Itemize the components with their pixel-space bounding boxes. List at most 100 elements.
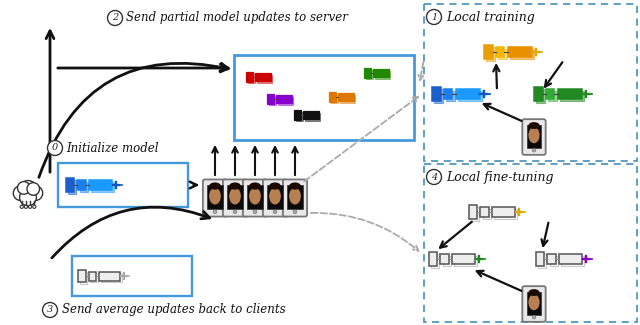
Ellipse shape — [209, 182, 221, 189]
Bar — [559, 254, 582, 264]
Bar — [452, 254, 475, 264]
Ellipse shape — [19, 181, 38, 200]
Bar — [454, 256, 477, 266]
Ellipse shape — [289, 188, 301, 204]
FancyArrowPatch shape — [252, 147, 258, 175]
Text: 1: 1 — [431, 12, 437, 21]
Bar — [365, 70, 372, 79]
Bar — [494, 209, 517, 219]
FancyArrowPatch shape — [232, 147, 238, 175]
Ellipse shape — [20, 189, 36, 206]
Text: 0: 0 — [52, 144, 58, 152]
Bar — [534, 87, 543, 101]
Bar — [508, 47, 532, 57]
Text: Send average updates back to clients: Send average updates back to clients — [62, 304, 285, 317]
Bar — [424, 164, 637, 322]
Circle shape — [33, 205, 36, 208]
Ellipse shape — [529, 122, 540, 129]
Bar — [471, 207, 479, 221]
Ellipse shape — [249, 188, 261, 204]
Ellipse shape — [229, 182, 241, 189]
Bar — [446, 91, 454, 101]
Ellipse shape — [289, 182, 301, 189]
Bar — [90, 273, 98, 282]
FancyBboxPatch shape — [283, 179, 307, 216]
Ellipse shape — [209, 188, 221, 204]
Bar — [510, 49, 534, 59]
Bar — [101, 273, 122, 282]
Bar — [424, 4, 637, 161]
Bar — [257, 75, 273, 83]
Ellipse shape — [28, 186, 43, 201]
FancyArrowPatch shape — [52, 207, 209, 258]
Bar — [66, 178, 74, 191]
Circle shape — [29, 205, 31, 208]
Bar — [434, 89, 443, 103]
Ellipse shape — [27, 183, 40, 195]
Circle shape — [532, 316, 536, 319]
FancyBboxPatch shape — [522, 119, 546, 155]
Bar — [278, 97, 293, 105]
Bar — [269, 96, 275, 105]
Bar — [432, 87, 440, 101]
FancyArrowPatch shape — [440, 222, 472, 248]
FancyArrowPatch shape — [304, 97, 418, 181]
Bar — [340, 95, 355, 102]
Bar — [456, 89, 479, 99]
Bar — [536, 89, 545, 103]
FancyArrowPatch shape — [541, 223, 548, 246]
Bar — [88, 271, 96, 280]
Text: Local training: Local training — [446, 10, 535, 23]
Text: 2: 2 — [112, 14, 118, 22]
Bar — [486, 47, 495, 61]
Circle shape — [293, 210, 297, 214]
Bar — [89, 180, 112, 190]
Ellipse shape — [529, 294, 540, 310]
Circle shape — [47, 140, 63, 155]
Bar — [550, 256, 557, 266]
FancyArrowPatch shape — [58, 64, 228, 72]
FancyArrowPatch shape — [212, 147, 218, 175]
Bar — [498, 49, 506, 59]
Bar — [248, 74, 255, 84]
Circle shape — [253, 210, 257, 214]
Bar — [492, 207, 515, 217]
Circle shape — [42, 303, 58, 318]
Bar — [287, 185, 303, 209]
Circle shape — [273, 210, 277, 214]
Text: Send partial model updates to server: Send partial model updates to server — [126, 11, 348, 24]
Ellipse shape — [529, 127, 540, 143]
Bar — [305, 113, 321, 121]
Circle shape — [532, 149, 536, 152]
Circle shape — [24, 205, 28, 208]
Bar — [91, 182, 114, 192]
FancyArrowPatch shape — [493, 65, 499, 88]
Bar — [294, 110, 301, 120]
Bar — [469, 205, 477, 218]
Circle shape — [108, 10, 122, 25]
Bar — [80, 272, 88, 284]
Bar — [440, 254, 449, 264]
Text: 4: 4 — [431, 173, 437, 181]
Bar — [527, 292, 541, 315]
Ellipse shape — [13, 186, 28, 201]
FancyArrowPatch shape — [545, 62, 563, 87]
Bar — [234, 55, 414, 140]
FancyBboxPatch shape — [243, 179, 267, 216]
FancyArrowPatch shape — [311, 213, 419, 251]
Bar — [481, 207, 489, 217]
FancyBboxPatch shape — [223, 179, 247, 216]
Bar — [546, 89, 554, 99]
Circle shape — [213, 210, 217, 214]
Bar — [547, 254, 556, 264]
Circle shape — [426, 170, 442, 185]
Bar — [496, 47, 504, 57]
FancyBboxPatch shape — [263, 179, 287, 216]
Circle shape — [20, 205, 23, 208]
Bar — [77, 180, 86, 190]
FancyArrowPatch shape — [419, 62, 424, 80]
Ellipse shape — [529, 289, 540, 296]
Bar — [484, 45, 493, 59]
Bar — [227, 185, 243, 209]
Text: 3: 3 — [47, 306, 53, 315]
